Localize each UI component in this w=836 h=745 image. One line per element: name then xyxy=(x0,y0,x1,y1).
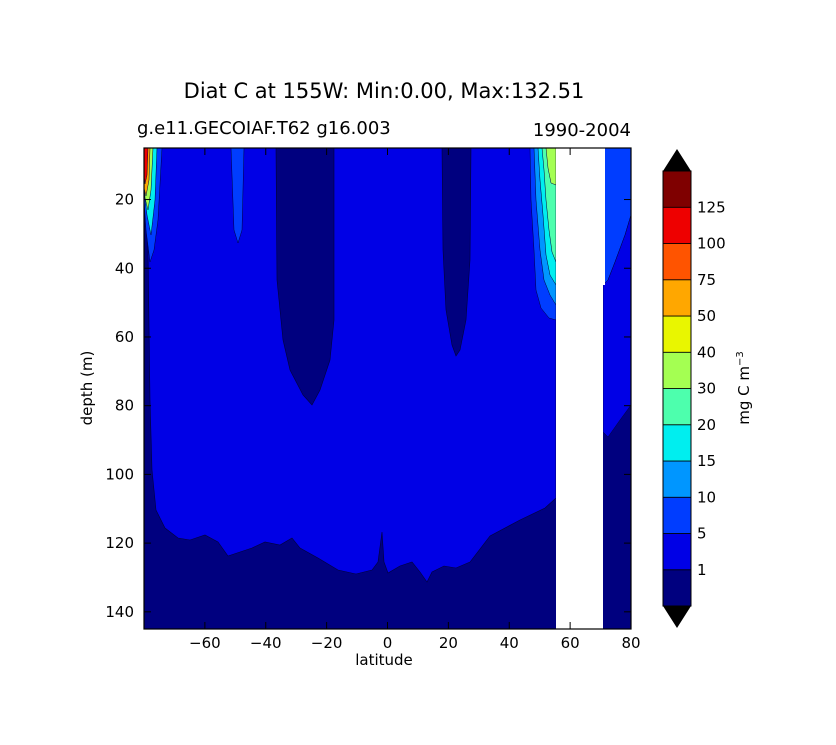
chart-subtitle-right: 1990-2004 xyxy=(533,120,631,141)
colorbar-swatch xyxy=(662,388,692,426)
contour-field xyxy=(144,148,631,629)
y-tick-label: 100 xyxy=(105,465,134,483)
colorbar-label-text: mg C m xyxy=(735,366,753,425)
y-axis-label: depth (m) xyxy=(78,351,96,426)
colorbar-tick-label: 125 xyxy=(697,198,726,216)
colorbar-tick-label: 100 xyxy=(697,235,726,253)
colorbar-tick-label: 40 xyxy=(697,343,716,361)
colorbar-swatch xyxy=(662,460,692,498)
y-tick-label: 20 xyxy=(115,191,134,209)
x-tick-label: 60 xyxy=(561,634,580,652)
colorbar-swatch xyxy=(662,496,692,534)
colorbar-label: mg C m−3 xyxy=(735,351,753,425)
colorbar-frame xyxy=(662,170,692,607)
colorbar-label-sup: −3 xyxy=(735,351,746,366)
x-tick-label: 80 xyxy=(621,634,640,652)
colorbar-swatch xyxy=(662,424,692,462)
colorbar-swatch xyxy=(662,279,692,317)
region-south-patch-5-10 xyxy=(230,148,245,244)
region-missing-data xyxy=(556,148,603,629)
region-south-hl-100-125 xyxy=(144,148,149,185)
colorbar-tick-label: 10 xyxy=(697,488,716,506)
colorbar-tick-label: 30 xyxy=(697,380,716,398)
colorbar-swatch xyxy=(662,533,692,571)
chart-subtitle-left: g.e11.GECOIAF.T62 g16.003 xyxy=(137,118,391,139)
colorbar-extend-max xyxy=(663,149,691,171)
colorbar-swatch xyxy=(662,569,692,607)
y-tick-label: 40 xyxy=(115,259,134,277)
y-tick-label: 120 xyxy=(105,534,134,552)
colorbar-tick-label: 20 xyxy=(697,416,716,434)
region-equator-trough-below-1 xyxy=(441,148,472,357)
x-axis-label: latitude xyxy=(355,651,413,669)
y-tick-label: 60 xyxy=(115,328,134,346)
y-tick-label: 140 xyxy=(105,603,134,621)
y-tick-label: 80 xyxy=(115,397,134,415)
region-north-hl-40-50 xyxy=(545,148,557,186)
x-tick-label: −40 xyxy=(250,634,282,652)
region-missing-data-edge xyxy=(603,148,605,285)
x-tick-label: 20 xyxy=(439,634,458,652)
colorbar-swatch xyxy=(662,206,692,244)
region-main-1-5 xyxy=(144,148,557,583)
colorbar-swatch xyxy=(662,243,692,281)
x-tick-label: 40 xyxy=(500,634,519,652)
x-tick-label: 0 xyxy=(383,634,393,652)
y-axis: 20 40 60 80 100 120 140 xyxy=(105,191,631,621)
colorbar-swatch xyxy=(662,315,692,353)
chart-title: Diat C at 155W: Min:0.00, Max:132.51 xyxy=(184,79,585,103)
colorbar-tick-label: 1 xyxy=(697,561,707,579)
x-tick-label: −20 xyxy=(311,634,343,652)
colorbar-extend-min xyxy=(663,606,691,628)
region-north-edge-1-5 xyxy=(602,214,631,438)
region-south-trough-below-1 xyxy=(275,148,335,406)
colorbar-tick-label: 15 xyxy=(697,452,716,470)
colorbar-swatch xyxy=(662,351,692,389)
colorbar-tick-label: 5 xyxy=(697,525,707,543)
colorbar-tick-label: 75 xyxy=(697,271,716,289)
x-axis: −60 −40 −20 0 20 40 60 80 xyxy=(189,148,641,652)
x-tick-label: −60 xyxy=(189,634,221,652)
colorbar-swatch xyxy=(662,170,692,208)
colorbar-tick-label: 50 xyxy=(697,307,716,325)
